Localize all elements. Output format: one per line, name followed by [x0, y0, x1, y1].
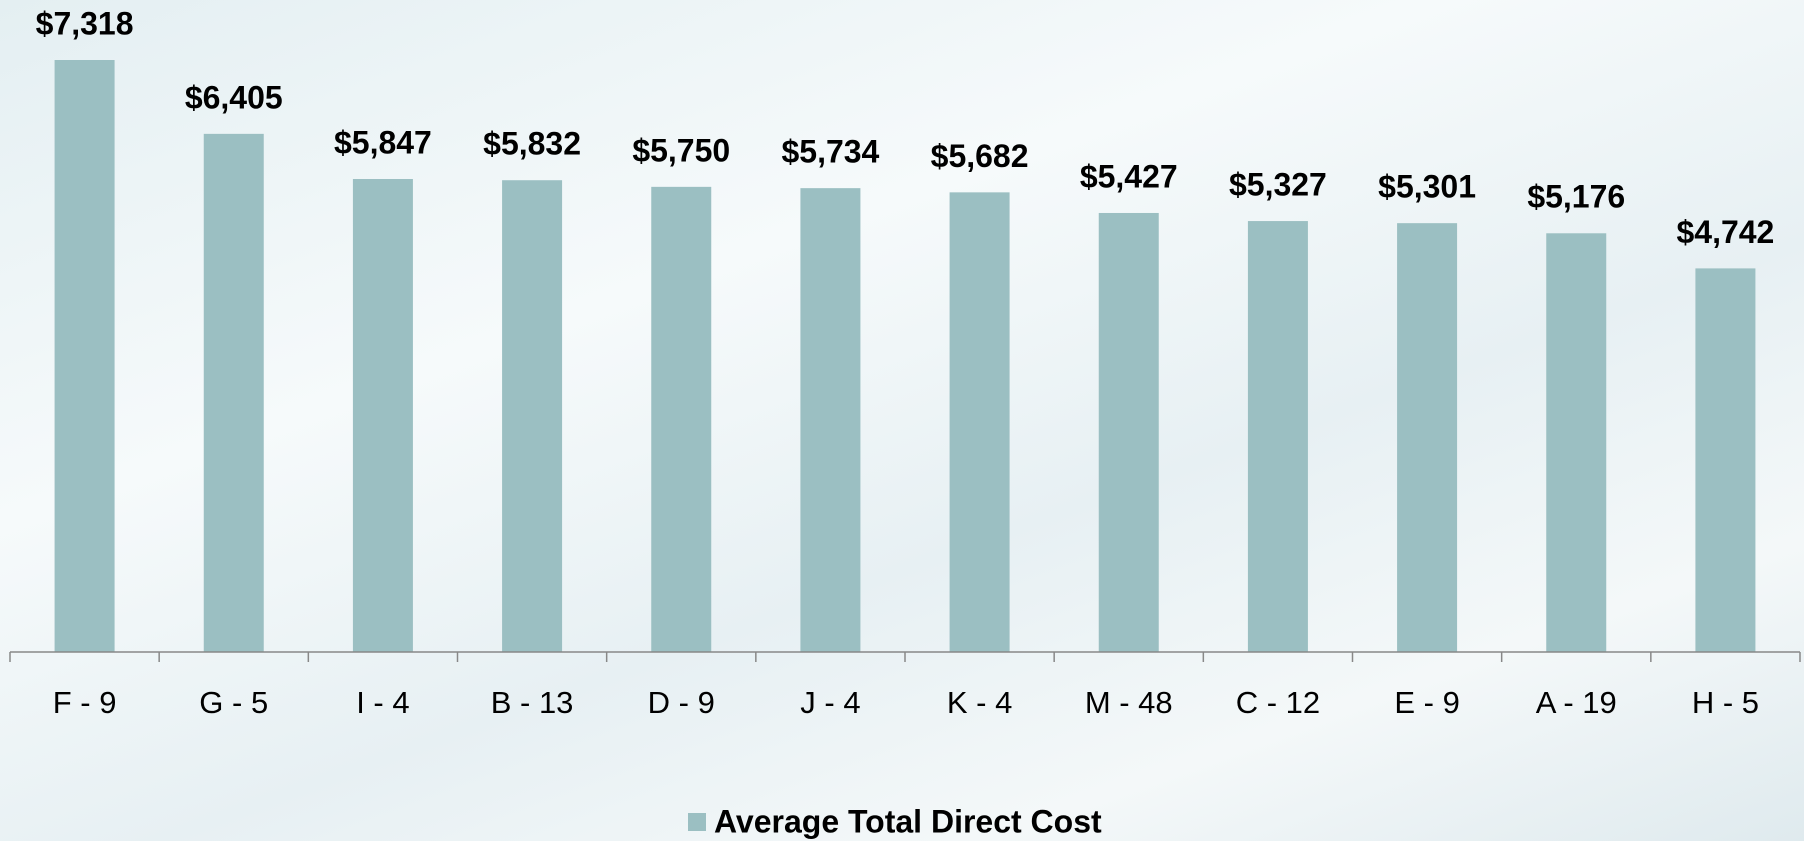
bar: [1098, 212, 1159, 652]
x-tick-label: B - 13: [491, 685, 574, 720]
legend-label: Average Total Direct Cost: [714, 803, 1102, 839]
x-tick-label: I - 4: [356, 685, 409, 720]
bar: [502, 180, 563, 652]
x-tick-label: M - 48: [1085, 685, 1173, 720]
bar: [800, 188, 861, 652]
bar: [1546, 233, 1607, 652]
data-label: $5,427: [1080, 158, 1178, 194]
data-label: $5,832: [483, 126, 581, 162]
data-label: $5,301: [1378, 169, 1476, 205]
data-label: $5,327: [1229, 167, 1327, 203]
x-tick-label: G - 5: [199, 685, 268, 720]
bar: [203, 133, 264, 653]
x-tick-label: A - 19: [1536, 685, 1617, 720]
x-tick-label: H - 5: [1692, 685, 1759, 720]
x-tick-label: K - 4: [947, 685, 1012, 720]
data-label: $5,750: [632, 132, 730, 168]
data-label: $5,734: [781, 134, 879, 170]
data-label: $5,682: [931, 138, 1029, 174]
bar: [352, 178, 413, 652]
x-tick-label: F - 9: [53, 685, 117, 720]
x-tick-label: D - 9: [648, 685, 715, 720]
bar: [1247, 221, 1308, 653]
data-label: $5,847: [334, 124, 432, 160]
bar: [1397, 223, 1458, 652]
x-tick-label: C - 12: [1236, 685, 1320, 720]
data-label: $4,742: [1676, 214, 1774, 250]
x-tick-label: J - 4: [800, 685, 860, 720]
data-label: $5,176: [1527, 179, 1625, 215]
data-label: $6,405: [185, 79, 283, 115]
data-label: $7,318: [36, 5, 134, 41]
bar: [651, 186, 712, 652]
bar: [1695, 268, 1756, 652]
legend-swatch: [688, 813, 706, 831]
x-tick-label: E - 9: [1394, 685, 1459, 720]
bar: [54, 60, 115, 652]
bar: [949, 192, 1010, 652]
